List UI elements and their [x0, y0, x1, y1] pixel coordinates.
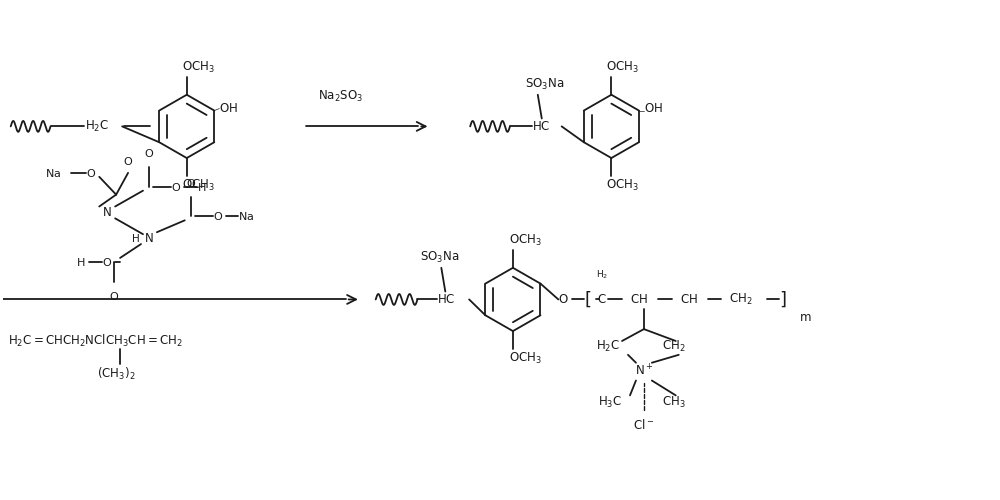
Text: $\mathsf{(CH_3)_2}$: $\mathsf{(CH_3)_2}$ [97, 366, 136, 382]
Text: $\mathsf{O}$: $\mathsf{O}$ [123, 155, 133, 167]
Text: $\mathsf{O}$: $\mathsf{O}$ [86, 167, 96, 179]
Text: $\mathsf{OCH_3}$: $\mathsf{OCH_3}$ [182, 60, 215, 74]
Text: $\mathsf{HC}$: $\mathsf{HC}$ [532, 120, 550, 133]
Text: $\mathsf{OH}$: $\mathsf{OH}$ [644, 102, 663, 115]
Text: $\mathsf{Na}$: $\mathsf{Na}$ [45, 167, 61, 179]
Text: $\mathsf{Na}$: $\mathsf{Na}$ [238, 210, 255, 222]
Text: $\mathsf{SO_3Na}$: $\mathsf{SO_3Na}$ [420, 250, 460, 266]
Text: $\mathsf{OH}$: $\mathsf{OH}$ [219, 102, 238, 115]
Text: $\mathsf{H_2C{=}CHCH_2NClCH_3CH{=}CH_2}$: $\mathsf{H_2C{=}CHCH_2NClCH_3CH{=}CH_2}$ [8, 333, 183, 349]
Text: $\mathsf{H_3C}$: $\mathsf{H_3C}$ [598, 394, 622, 410]
Text: $\mathsf{[}$: $\mathsf{[}$ [584, 290, 591, 309]
Text: $\mathsf{H_2}$: $\mathsf{H_2}$ [596, 268, 608, 281]
Text: $\mathsf{CH_2}$: $\mathsf{CH_2}$ [729, 292, 753, 307]
Text: $\mathsf{O}$: $\mathsf{O}$ [171, 180, 181, 192]
Text: $\mathsf{H}$: $\mathsf{H}$ [197, 180, 206, 192]
Text: $\mathsf{N}$: $\mathsf{N}$ [144, 232, 154, 244]
Text: $\mathsf{OCH_3}$: $\mathsf{OCH_3}$ [606, 60, 639, 74]
Text: $\mathsf{CH_2}$: $\mathsf{CH_2}$ [662, 340, 685, 354]
Text: $\mathsf{CH_3}$: $\mathsf{CH_3}$ [662, 394, 686, 410]
Text: $\mathsf{]}$: $\mathsf{]}$ [779, 290, 787, 309]
Text: $\mathsf{O}$: $\mathsf{O}$ [213, 210, 223, 222]
Text: $\mathsf{H_2C}$: $\mathsf{H_2C}$ [596, 340, 620, 354]
Text: $\mathsf{O}$: $\mathsf{O}$ [186, 176, 196, 188]
Text: $\mathsf{CH}$: $\mathsf{CH}$ [630, 293, 648, 306]
Text: $\mathsf{Cl^-}$: $\mathsf{Cl^-}$ [633, 418, 655, 432]
Text: $\mathsf{CH}$: $\mathsf{CH}$ [680, 293, 698, 306]
Text: $\mathsf{m}$: $\mathsf{m}$ [799, 310, 812, 324]
Text: $\mathsf{OCH_3}$: $\mathsf{OCH_3}$ [606, 178, 639, 194]
Text: $\mathsf{OCH_3}$: $\mathsf{OCH_3}$ [509, 232, 542, 248]
Text: $\mathsf{O}$: $\mathsf{O}$ [109, 290, 119, 302]
Text: $\mathsf{N^+}$: $\mathsf{N^+}$ [635, 363, 653, 378]
Text: $\mathsf{H}$: $\mathsf{H}$ [131, 232, 140, 244]
Text: $\mathsf{C}$: $\mathsf{C}$ [597, 293, 607, 306]
Text: $\mathsf{SO_3Na}$: $\mathsf{SO_3Na}$ [525, 78, 564, 92]
Text: $\mathsf{Na_2SO_3}$: $\mathsf{Na_2SO_3}$ [318, 89, 363, 104]
Text: $\mathsf{O}$: $\mathsf{O}$ [558, 293, 569, 306]
Text: $\mathsf{H_2C}$: $\mathsf{H_2C}$ [85, 119, 109, 134]
Text: $\mathsf{O}$: $\mathsf{O}$ [144, 147, 154, 159]
Text: $\mathsf{OCH_3}$: $\mathsf{OCH_3}$ [182, 178, 215, 194]
Text: $\mathsf{H}$: $\mathsf{H}$ [76, 256, 86, 268]
Text: $\mathsf{N}$: $\mathsf{N}$ [102, 206, 112, 219]
Text: $\mathsf{O}$: $\mathsf{O}$ [102, 256, 112, 268]
Text: $\mathsf{HC}$: $\mathsf{HC}$ [437, 293, 456, 306]
Text: $\mathsf{OCH_3}$: $\mathsf{OCH_3}$ [509, 351, 542, 366]
